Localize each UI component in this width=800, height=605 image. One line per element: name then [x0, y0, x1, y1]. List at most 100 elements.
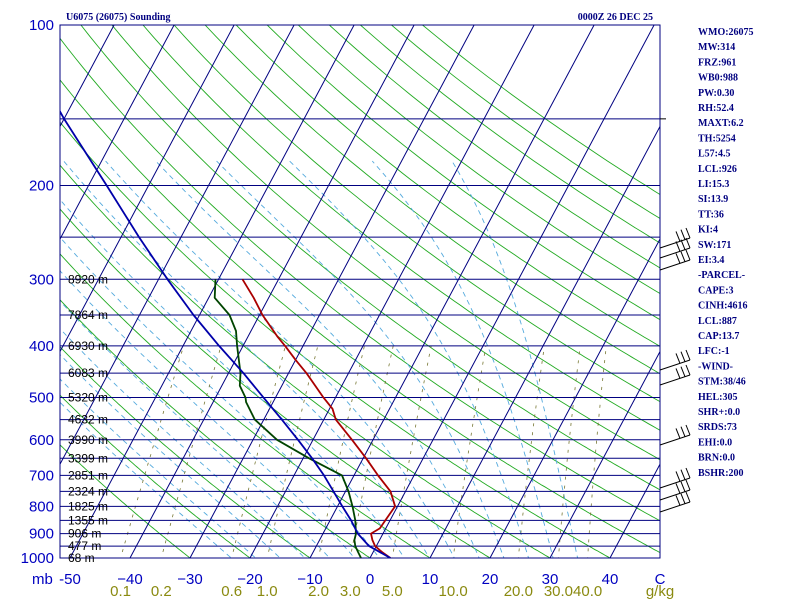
wind-barb-flag	[681, 240, 685, 250]
moist-adiabat	[106, 161, 460, 569]
sounding-index: CINH:4616	[698, 301, 747, 312]
wind-barb-staff	[660, 490, 690, 500]
height-label: 2851 m	[68, 468, 108, 482]
sounding-index: LCL:887	[698, 316, 737, 327]
sounding-index: -PARCEL-	[698, 270, 745, 281]
wind-barb-flag	[686, 250, 690, 260]
wind-barb-flag	[686, 365, 690, 375]
mixing-ratio-tick-label: 40.0	[573, 583, 602, 600]
sounding-index: TT:36	[698, 209, 724, 220]
sounding-index: CAPE:3	[698, 285, 734, 296]
wind-barb-staff	[660, 478, 690, 488]
mixing-ratio-tick-label: 2.0	[308, 583, 329, 600]
moist-adiabat	[372, 161, 556, 569]
height-label: 5320 m	[68, 391, 108, 405]
mixing-ratio-tick-label: 1.0	[257, 583, 278, 600]
temperature-tick-label: 40	[602, 571, 619, 588]
pressure-tick-label: 800	[29, 498, 54, 515]
wind-barb-flag	[686, 492, 690, 502]
height-label: 6083 m	[68, 366, 108, 380]
pressure-tick-label: 500	[29, 390, 54, 407]
sounding-index: FRZ:961	[698, 57, 736, 68]
moist-adiabat	[64, 161, 436, 569]
pressure-tick-label: 1000	[21, 550, 54, 567]
wind-barb-flag	[676, 353, 680, 363]
sounding-index: SHR+:0.0	[698, 407, 740, 418]
height-label: 8920 m	[68, 272, 108, 286]
temperature-tick-label: -50	[59, 571, 81, 588]
wind-barb-flag	[681, 427, 685, 437]
mixing-ratio-line	[158, 346, 221, 569]
sounding-index: KI:4	[698, 225, 718, 236]
mixing-ratio-line	[558, 346, 581, 569]
sounding-index: HEL:305	[698, 392, 737, 403]
pressure-tick-label: 700	[29, 467, 54, 484]
sounding-index: CAP:13.7	[698, 331, 739, 342]
isotherm	[124, 13, 420, 569]
mixing-ratio-tick-label: 20.0	[504, 583, 533, 600]
sounding-index: RH:52.4	[698, 103, 734, 114]
moist-adiabat	[452, 161, 580, 569]
mixing-ratio-tick-label: 5.0	[382, 583, 403, 600]
mixing-ratio-tick-label: 0.1	[110, 583, 131, 600]
station-title: U6075 (26075) Sounding	[66, 12, 170, 23]
isotherm	[304, 13, 600, 569]
height-label: 1355 m	[68, 513, 108, 527]
wind-barb-flag	[676, 241, 680, 251]
wind-barb-flag	[686, 238, 690, 248]
pressure-tick-label: 600	[29, 432, 54, 449]
sounding-index: BRN:0.0	[698, 453, 735, 464]
height-label: 7864 m	[68, 308, 108, 322]
height-label: 6930 m	[68, 339, 108, 353]
mixing-ratio-tick-label: 0.6	[221, 583, 242, 600]
sounding-index: EHI:0.0	[698, 437, 732, 448]
wind-barb-flag	[676, 231, 680, 241]
wind-barb-staff	[660, 248, 690, 258]
sounding-index: LFC:-1	[698, 346, 730, 357]
pressure-tick-label: 200	[29, 177, 54, 194]
sounding-index: -WIND-	[698, 361, 733, 372]
sounding-index: EI:3.4	[698, 255, 724, 266]
sounding-index: L57:4.5	[698, 149, 731, 160]
wind-barb-staff	[660, 375, 690, 385]
dry-adiabat	[0, 13, 387, 569]
mixing-ratio-line	[391, 346, 432, 569]
wind-barb-staff	[660, 502, 690, 512]
wind-barb-flag	[676, 368, 680, 378]
sounding-index: WMO:26075	[698, 27, 754, 38]
sounding-index: MW:314	[698, 42, 735, 53]
isotherm	[724, 13, 800, 569]
wind-barb-staff	[660, 238, 690, 248]
wind-barb-flag	[676, 471, 680, 481]
wind-barb-icon	[660, 350, 690, 370]
sounding-index: SW:171	[698, 240, 731, 251]
pressure-tick-label: 400	[29, 338, 54, 355]
sounding-index: PW:0.30	[698, 88, 734, 99]
wind-barb-icon	[660, 238, 690, 258]
dry-adiabat	[408, 13, 800, 569]
wind-barb-icon	[660, 425, 690, 445]
wind-barb-flag	[681, 352, 685, 362]
isotherm	[484, 13, 780, 569]
mixing-ratio-tick-label: 3.0	[340, 583, 361, 600]
wind-barb-flag	[681, 482, 685, 492]
wind-barb-flag	[681, 494, 685, 504]
mixing-ratio-line	[117, 346, 183, 569]
wind-barb-flag	[681, 470, 685, 480]
wind-barb-staff	[660, 360, 690, 370]
height-label: 68 m	[68, 551, 95, 565]
wind-barb-flag	[681, 252, 685, 262]
mixing-ratio-line	[517, 346, 544, 569]
wind-barb-flag	[686, 468, 690, 478]
isotherm	[0, 13, 240, 569]
isotherm	[544, 13, 800, 569]
valid-time: 0000Z 26 DEC 25	[578, 12, 653, 23]
wind-barb-flag	[686, 425, 690, 435]
dry-adiabat	[0, 13, 265, 569]
sounding-index: STM:38/46	[698, 377, 746, 388]
moist-adiabat	[0, 161, 388, 569]
isotherm	[364, 13, 660, 569]
sounding-index: SRDS:73	[698, 422, 737, 433]
temperature-tick-label: 0	[366, 571, 374, 588]
